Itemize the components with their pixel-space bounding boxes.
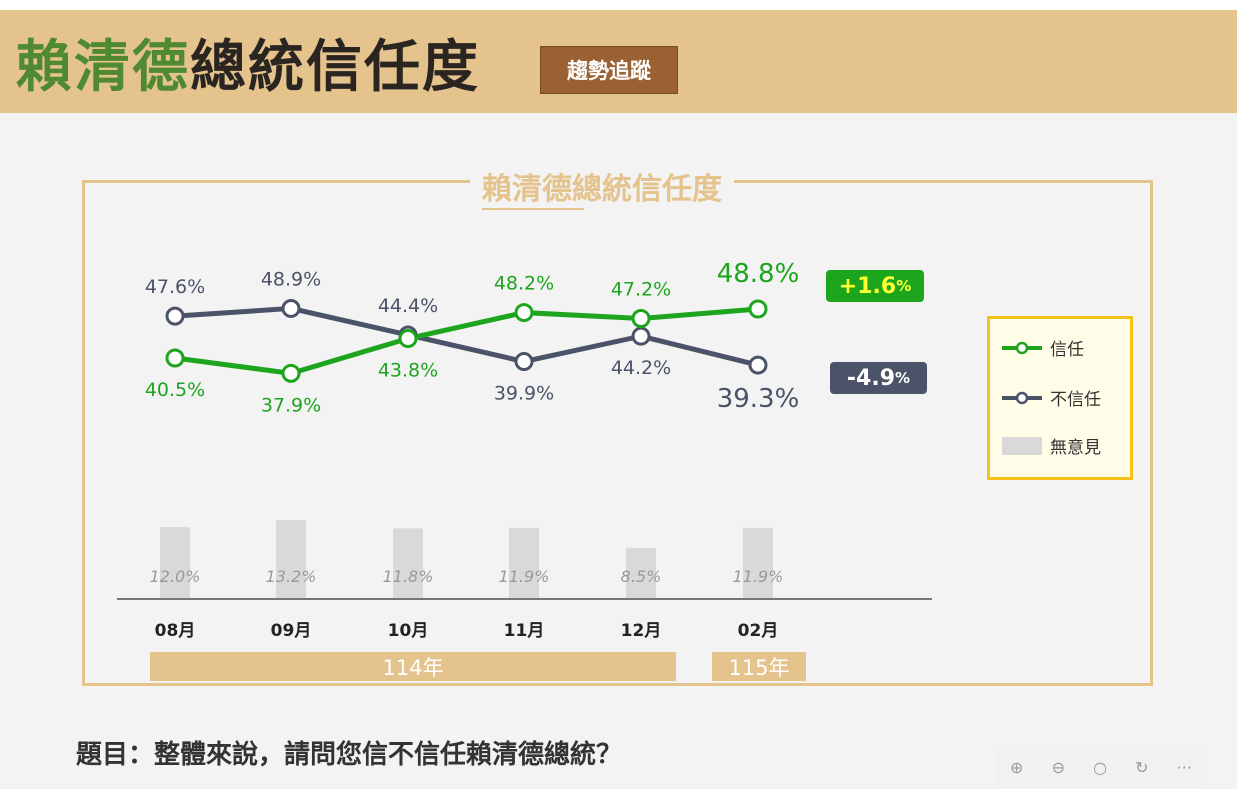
no-opinion-label: 11.8%	[383, 567, 434, 586]
title-rest: 總統信任度	[190, 35, 480, 100]
no-opinion-label: 13.2%	[266, 567, 317, 586]
trust-point	[631, 308, 651, 328]
no-opinion-bar	[393, 528, 423, 598]
trust-point	[281, 363, 301, 383]
trend-badge: 趨勢追蹤	[540, 46, 678, 94]
more-icon[interactable]: ···	[1176, 757, 1192, 777]
trust-change-badge: +1.6%	[826, 270, 924, 302]
year-label-115: 115年	[712, 652, 806, 681]
x-tick-label: 09月	[271, 621, 312, 641]
search-icon[interactable]: ○	[1093, 757, 1108, 777]
year-label-114: 114年	[150, 652, 676, 681]
no-opinion-label: 11.9%	[733, 567, 784, 586]
trust-legend-icon	[1002, 341, 1042, 354]
trust-data-label: 48.2%	[494, 273, 554, 295]
chart-title: 賴清德總統信任度	[470, 164, 734, 210]
distrust-line	[174, 305, 759, 368]
no-opinion-bar	[743, 527, 773, 598]
distrust-data-label: 39.9%	[494, 383, 554, 405]
image-toolbar: ⊕ ⊖ ○ ↻ ···	[996, 746, 1206, 788]
trust-point	[165, 348, 185, 368]
distrust-data-label: 44.2%	[611, 357, 671, 379]
trust-point	[398, 329, 418, 349]
x-tick-label: 02月	[738, 621, 779, 641]
legend: 信任 不信任 無意見	[987, 316, 1133, 480]
x-tick-label: 08月	[155, 621, 196, 641]
no-opinion-label: 12.0%	[150, 567, 201, 586]
distrust-data-label: 48.9%	[261, 268, 321, 290]
distrust-change-badge: -4.9%	[830, 362, 927, 394]
trust-line	[174, 306, 759, 376]
trust-data-label: 40.5%	[145, 379, 205, 401]
trust-data-label: 47.2%	[611, 278, 671, 300]
no-opinion-label: 11.9%	[499, 567, 550, 586]
zoom-out-icon[interactable]: ⊖	[1051, 757, 1065, 777]
distrust-data-label: 44.4%	[378, 295, 438, 317]
x-tick-label: 11月	[504, 621, 545, 641]
trust-data-label: 43.8%	[378, 360, 438, 382]
distrust-point	[165, 306, 185, 326]
no-opinion-bar	[276, 520, 306, 598]
legend-item-no-opinion: 無意見	[1002, 433, 1101, 458]
trust-data-label: 37.9%	[261, 394, 321, 416]
trust-data-label: 48.8%	[717, 259, 800, 289]
x-tick-label: 10月	[388, 621, 429, 641]
legend-item-trust: 信任	[1002, 335, 1084, 360]
legend-item-distrust: 不信任	[1002, 385, 1101, 410]
distrust-legend-icon	[1002, 391, 1042, 404]
page-title: 賴清德總統信任度	[16, 22, 480, 103]
distrust-point	[514, 352, 534, 372]
zoom-in-icon[interactable]: ⊕	[1010, 757, 1024, 777]
distrust-point	[748, 355, 768, 375]
no-opinion-legend-swatch	[1002, 436, 1042, 455]
no-opinion-bar	[626, 547, 656, 598]
no-opinion-bar	[509, 527, 539, 598]
x-tick-label: 12月	[621, 621, 662, 641]
distrust-point	[281, 298, 301, 318]
rotate-icon[interactable]: ↻	[1135, 757, 1149, 777]
title-name: 賴清德	[16, 35, 190, 100]
no-opinion-label: 8.5%	[621, 567, 662, 586]
trust-point	[748, 299, 768, 319]
distrust-data-label: 47.6%	[145, 276, 205, 298]
distrust-data-label: 39.3%	[717, 384, 800, 414]
distrust-point	[631, 326, 651, 346]
no-opinion-bar	[160, 527, 190, 598]
trust-point	[514, 303, 534, 323]
survey-question: 題目：整體來說，請問您信不信任賴清德總統？	[76, 740, 623, 770]
